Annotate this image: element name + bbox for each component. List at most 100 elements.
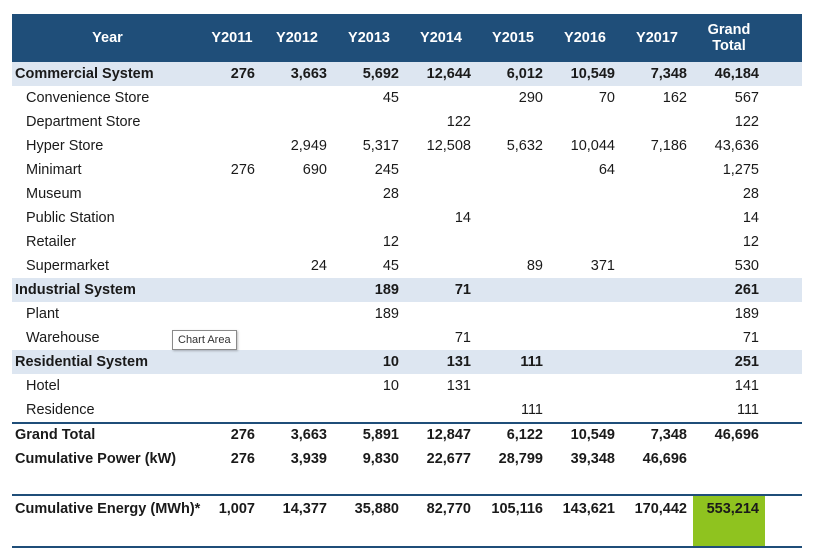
row-label: Industrial System <box>15 282 136 298</box>
table-cell: 371 <box>590 258 615 274</box>
table-cell: 276 <box>230 451 255 467</box>
table-cell: 143,621 <box>562 501 615 517</box>
row-label: Residence <box>26 402 95 418</box>
table-cell: 28 <box>742 186 759 202</box>
table-cell: 276 <box>230 427 255 443</box>
table-cell: 105,116 <box>491 501 543 517</box>
table-cell: 12 <box>742 234 759 250</box>
table-row-minimart: Minimart 276 690 245 64 1,275 <box>12 158 802 182</box>
table-cell: 46,696 <box>714 427 759 443</box>
row-label: Residential System <box>15 354 148 370</box>
table-cell: 64 <box>598 162 615 178</box>
table-cell: 71 <box>454 330 471 346</box>
row-label: Hotel <box>26 378 60 394</box>
header-grand-total-line1: Grand <box>707 22 751 38</box>
table-row-retailer: Retailer 12 12 <box>12 230 802 254</box>
table-cell: 45 <box>382 258 399 274</box>
table-cell: 12,644 <box>426 66 471 82</box>
table-cell: 122 <box>446 114 471 130</box>
table-cell: 6,122 <box>506 427 543 443</box>
row-label: Commercial System <box>15 66 154 82</box>
row-label: Cumulative Energy (MWh)* <box>15 501 201 517</box>
table-cell: 3,939 <box>290 451 327 467</box>
table-cell: 12 <box>382 234 399 250</box>
table-cell: 10,549 <box>570 66 615 82</box>
header-y2017: Y2017 <box>636 30 678 46</box>
table-cell: 189 <box>374 306 399 322</box>
row-label: Grand Total <box>15 427 96 443</box>
row-label: Department Store <box>26 114 141 130</box>
row-label: Supermarket <box>26 258 110 274</box>
row-label: Minimart <box>26 162 82 178</box>
table-cell: 10,549 <box>570 427 615 443</box>
table-cell: 3,663 <box>290 66 327 82</box>
table-cell: 1,275 <box>722 162 759 178</box>
table-cell: 276 <box>230 66 255 82</box>
table-row-warehouse: Warehouse 71 71 <box>12 326 802 350</box>
table-cell: 82,770 <box>426 501 471 517</box>
table-cell: 131 <box>446 354 471 370</box>
header-y2011: Y2011 <box>211 30 253 46</box>
header-grand-total-line2: Total <box>712 38 746 54</box>
table-row-residential: Residential System 10 131 111 251 <box>12 350 802 374</box>
row-label: Plant <box>26 306 60 322</box>
header-y2014: Y2014 <box>420 30 462 46</box>
table-row-hyper: Hyper Store 2,949 5,317 12,508 5,632 10,044 7,… <box>12 134 802 158</box>
table-cell: 35,880 <box>354 501 399 517</box>
table-cell: 10,044 <box>570 138 615 154</box>
row-label: Public Station <box>26 210 115 226</box>
data-table: Year Y2011 Y2012 Y2013 Y2014 Y2015 Y2016… <box>12 14 802 548</box>
table-cell: 162 <box>662 90 687 106</box>
table-cell: 43,636 <box>714 138 759 154</box>
table-cell: 14,377 <box>282 501 327 517</box>
header-y2013: Y2013 <box>348 30 390 46</box>
table-cell: 39,348 <box>570 451 615 467</box>
table-cell: 22,677 <box>426 451 471 467</box>
table-cell: 14 <box>454 210 471 226</box>
table-cell: 530 <box>734 258 759 274</box>
table-cell: 28,799 <box>498 451 543 467</box>
table-cell: 111 <box>736 402 759 418</box>
table-cell: 89 <box>526 258 543 274</box>
table-cell: 131 <box>446 378 471 394</box>
table-cell: 141 <box>734 378 759 394</box>
table-row-grandtotal: Grand Total 276 3,663 5,891 12,847 6,122 10,54… <box>12 422 802 446</box>
table-cell: 276 <box>230 162 255 178</box>
table-cell: 6,012 <box>506 66 543 82</box>
chart-area-tooltip: Chart Area <box>172 330 237 350</box>
header-y2015: Y2015 <box>492 30 534 46</box>
table-row-publicstation: Public Station 14 14 <box>12 206 802 230</box>
table-cell: 7,348 <box>650 427 687 443</box>
row-label: Museum <box>26 186 82 202</box>
table-cell: 251 <box>734 354 759 370</box>
header-year: Year <box>92 30 123 46</box>
table-row-museum: Museum 28 28 <box>12 182 802 206</box>
table-cell: 1,007 <box>218 501 255 517</box>
table-cell: 28 <box>382 186 399 202</box>
table-cell: 261 <box>734 282 759 298</box>
table-cell: 5,317 <box>362 138 399 154</box>
table-cell: 189 <box>374 282 399 298</box>
table-cell: 189 <box>734 306 759 322</box>
table-cell: 567 <box>734 90 759 106</box>
table-cell: 111 <box>520 402 543 418</box>
header-grand-total: Grand Total <box>693 22 765 54</box>
table-cell: 122 <box>734 114 759 130</box>
row-label: Retailer <box>26 234 76 250</box>
table-cell: 111 <box>520 354 543 370</box>
table-cell: 45 <box>382 90 399 106</box>
header-y2012: Y2012 <box>276 30 318 46</box>
table-row-residence: Residence 111 111 <box>12 398 802 422</box>
table-cell: 170,442 <box>634 501 687 517</box>
table-cell: 7,348 <box>650 66 687 82</box>
table-cell: 5,891 <box>362 427 399 443</box>
table-row-commercial: Commercial System 276 3,663 5,692 12,644 6,01… <box>12 62 802 86</box>
header-row: Year Y2011 Y2012 Y2013 Y2014 Y2015 Y2016… <box>12 14 802 62</box>
table-row-convenience: Convenience Store 45 290 70 162 567 <box>12 86 802 110</box>
table-cell: 2,949 <box>290 138 327 154</box>
header-y2016: Y2016 <box>564 30 606 46</box>
table-cell: 7,186 <box>650 138 687 154</box>
table-cell: 9,830 <box>362 451 399 467</box>
table-cell: 553,214 <box>693 496 765 546</box>
row-label: Hyper Store <box>26 138 104 154</box>
